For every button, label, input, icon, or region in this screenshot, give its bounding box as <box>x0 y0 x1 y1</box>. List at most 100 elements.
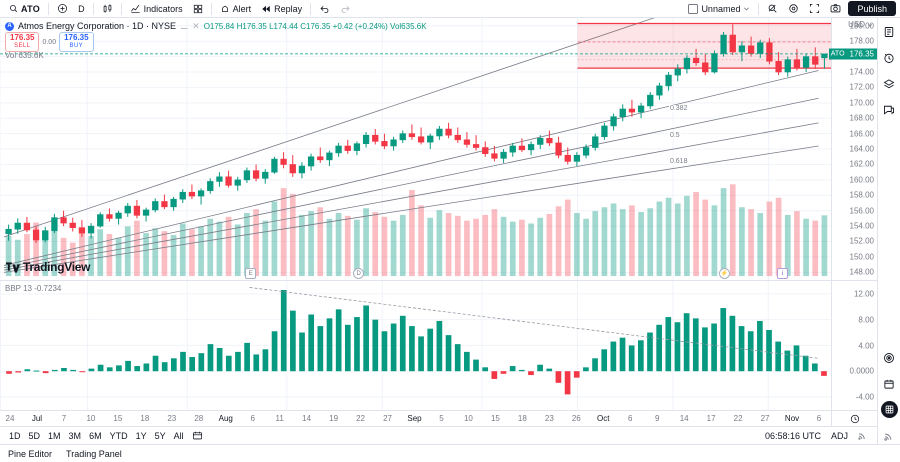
chat-icon[interactable] <box>881 101 898 118</box>
price-tick: 154.00 <box>849 221 874 231</box>
price-chart-svg <box>0 18 831 281</box>
clock-label[interactable]: 06:58:16 UTC <box>764 430 821 441</box>
time-tick: 28 <box>194 414 204 423</box>
chart-style-button[interactable] <box>97 1 118 17</box>
ideas-target-icon[interactable] <box>881 349 898 366</box>
event-markers: E D ⚡ i <box>0 268 831 280</box>
broadcast-icon[interactable] <box>881 427 898 444</box>
redo-button[interactable] <box>335 1 356 17</box>
quick-search-button[interactable] <box>762 1 783 17</box>
templates-button[interactable] <box>188 1 208 17</box>
watchlist-icon[interactable] <box>881 23 898 40</box>
main-area: A Atmos Energy Corporation · 1D · NYSE ⚊… <box>0 18 900 444</box>
spread-value: 0.00 <box>42 38 57 46</box>
time-tick: 24 <box>5 414 15 423</box>
price-tick: 150.00 <box>849 252 874 262</box>
publish-button[interactable]: Publish <box>848 1 896 16</box>
note-marker[interactable]: i <box>776 268 788 280</box>
time-tick: 23 <box>544 414 554 423</box>
timeframe-5d[interactable]: 5D <box>28 430 41 441</box>
timeframe-6m[interactable]: 6M <box>89 430 102 441</box>
hide-icon[interactable]: ⚊ <box>180 21 189 31</box>
time-axis[interactable]: 24 Jul 7 10 15 18 23 28 Aug 6 11 14 19 22 27 Sep 5 10 15 18… <box>0 410 877 426</box>
time-tick: 22 <box>356 414 366 423</box>
apps-grid-icon[interactable] <box>880 401 898 418</box>
legend-title[interactable]: Atmos Energy Corporation · 1D · NYSE <box>18 21 177 31</box>
timeframe-1y[interactable]: 1Y <box>135 430 147 441</box>
currency-label: USD <box>848 20 865 29</box>
time-settings-button[interactable] <box>831 411 877 426</box>
timeframe-1d[interactable]: 1D <box>9 430 21 441</box>
bbp-value: -0.7234 <box>34 284 62 294</box>
indicators-button[interactable]: Indicators <box>125 1 188 17</box>
symbol-name: ATO <box>21 3 41 14</box>
timeframe-all[interactable]: All <box>173 430 184 441</box>
timeframe-3m[interactable]: 3M <box>68 430 82 441</box>
timeframe-ytd[interactable]: YTD <box>109 430 128 441</box>
broadcast-button[interactable] <box>853 429 872 443</box>
time-tick: Nov <box>784 414 800 423</box>
remove-icon[interactable]: ✕ <box>192 21 200 31</box>
price-tick: 156.00 <box>849 206 874 216</box>
bbp-plot[interactable]: BBP 13 -0.7234 <box>0 281 831 410</box>
price-tag-value: 176.35 <box>846 48 877 60</box>
bbp-label[interactable]: BBP 13 <box>5 284 32 294</box>
snapshot-button[interactable] <box>825 1 846 17</box>
bbp-tick: 4.00 <box>858 341 874 351</box>
undo-button[interactable] <box>314 1 335 17</box>
interval-button[interactable]: D <box>73 1 90 17</box>
alerts-clock-icon[interactable] <box>881 49 898 66</box>
layers-icon[interactable] <box>881 75 898 92</box>
time-tick: 6 <box>816 414 822 423</box>
undo-icon <box>319 3 330 14</box>
layout-name-button[interactable]: Unnamed <box>683 1 755 17</box>
price-scale[interactable]: USD ATO 176.35 180.00178.00176.00174.001… <box>828 18 877 281</box>
sell-button[interactable]: 176.35 SELL <box>5 32 40 52</box>
search-icon <box>9 4 18 13</box>
time-tick: 27 <box>383 414 392 423</box>
tradingview-watermark: TradingView <box>6 260 90 274</box>
bbp-tick: 12.00 <box>853 289 874 299</box>
time-tick: Oct <box>597 414 610 423</box>
earnings-marker[interactable]: E <box>245 268 257 280</box>
buy-button[interactable]: 176.35 BUY <box>59 32 94 52</box>
legend-title-row: A Atmos Energy Corporation · 1D · NYSE ⚊… <box>5 21 427 32</box>
chart-container: A Atmos Energy Corporation · 1D · NYSE ⚊… <box>0 18 877 444</box>
alert-button[interactable]: Alert <box>215 1 257 17</box>
divider <box>310 2 312 15</box>
time-tick: 19 <box>329 414 339 423</box>
chevron-down-icon <box>867 22 873 28</box>
gear-icon <box>788 3 799 14</box>
broadcast-icon <box>857 430 868 441</box>
adjustment-label[interactable]: ADJ <box>830 430 848 441</box>
replay-button[interactable]: Replay <box>256 1 307 17</box>
time-tick: Jul <box>31 414 43 423</box>
price-tick: 178.00 <box>849 36 874 46</box>
price-tick: 162.00 <box>849 159 874 169</box>
trade-widget: 176.35 SELL 0.00 176.35 BUY <box>5 32 94 52</box>
bbp-scale[interactable]: 12.00 8.00 4.00 0.0000 -4.00 <box>831 281 877 410</box>
price-tick: 170.00 <box>849 98 874 108</box>
right-sidebar <box>877 18 900 444</box>
pine-editor-tab[interactable]: Pine Editor <box>8 448 53 459</box>
date-range-button[interactable] <box>188 429 207 443</box>
timeframe-5y[interactable]: 5Y <box>154 430 166 441</box>
trading-panel-tab[interactable]: Trading Panel <box>66 448 122 459</box>
split-marker[interactable]: ⚡ <box>718 268 730 280</box>
settings-button[interactable] <box>783 1 804 17</box>
price-plot[interactable]: A Atmos Energy Corporation · 1D · NYSE ⚊… <box>0 18 831 281</box>
price-tick: 168.00 <box>849 113 874 123</box>
symbol-search-button[interactable]: ATO <box>4 1 45 17</box>
dividend-marker[interactable]: D <box>353 268 365 280</box>
timeframe-1m[interactable]: 1M <box>48 430 61 441</box>
indicators-label: Indicators <box>143 3 183 14</box>
calendar-icon[interactable] <box>881 375 898 392</box>
currency-selector[interactable]: USD <box>848 20 873 29</box>
time-tick: 9 <box>654 414 660 423</box>
add-compare-button[interactable] <box>52 1 73 17</box>
sell-label: SELL <box>14 43 31 49</box>
fullscreen-button[interactable] <box>804 1 825 17</box>
tradingview-logo-icon <box>6 262 20 273</box>
bbp-pane: BBP 13 -0.7234 12.00 8.00 4.00 0.0000 -4.00 <box>0 280 877 410</box>
